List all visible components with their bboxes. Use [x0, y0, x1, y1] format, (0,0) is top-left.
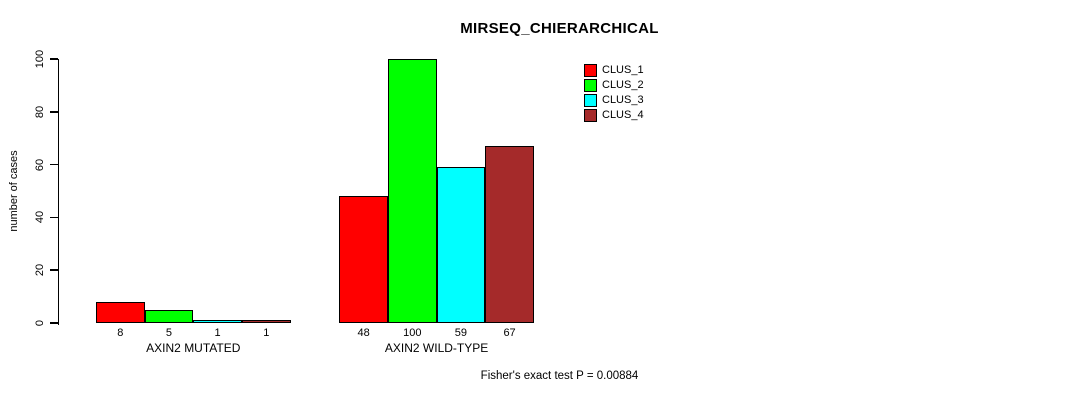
y-tick-label: 80 [34, 105, 46, 118]
y-axis-line [57, 59, 59, 325]
y-tick-label: 20 [34, 264, 46, 277]
category-label: AXIN2 WILD-TYPE [384, 341, 489, 355]
bar-value-label: 1 [263, 327, 270, 339]
legend-swatch-icon [584, 64, 597, 77]
y-tick-label: 100 [34, 49, 46, 69]
bar-clus_3-2 [436, 167, 486, 323]
bar-value-label: 100 [403, 327, 422, 339]
legend-item-clus_2: CLUS_2 [584, 79, 644, 92]
bar-clus_2-2 [387, 59, 437, 323]
legend-item-clus_1: CLUS_1 [584, 64, 644, 77]
y-tick [49, 58, 58, 60]
bar-value-label: 67 [503, 327, 516, 339]
y-tick [49, 322, 58, 324]
legend-label: CLUS_3 [602, 94, 644, 106]
category-label: AXIN2 MUTATED [146, 341, 241, 355]
bar-value-label: 8 [117, 327, 124, 339]
bar-value-label: 5 [165, 327, 173, 339]
y-tick-label: 60 [34, 158, 46, 171]
y-tick-label: 0 [34, 319, 46, 327]
y-tick [49, 111, 58, 113]
y-tick-label: 40 [34, 211, 46, 224]
legend: CLUS_1 CLUS_2 CLUS_3 CLUS_4 [584, 64, 644, 122]
bar-value-label: 48 [357, 327, 370, 339]
bar-clus_1-1 [96, 301, 145, 323]
bar-clus_3-1 [193, 320, 242, 323]
y-tick [49, 163, 58, 166]
y-tick [49, 216, 58, 219]
legend-item-clus_4: CLUS_4 [584, 109, 644, 122]
legend-item-clus_3: CLUS_3 [584, 94, 644, 107]
bar-value-label: 1 [214, 327, 221, 339]
bar-clus_4-2 [485, 146, 534, 323]
legend-swatch-icon [584, 79, 597, 92]
bar-clus_2-1 [144, 309, 194, 323]
legend-label: CLUS_2 [602, 79, 644, 91]
legend-label: CLUS_1 [602, 64, 644, 76]
legend-label: CLUS_4 [602, 109, 644, 121]
chart-title: MIRSEQ_CHIERARCHICAL [460, 20, 659, 37]
bar-clus_1-2 [339, 196, 388, 323]
bar-value-label: 59 [454, 327, 468, 339]
legend-swatch-icon [584, 94, 597, 107]
y-tick [49, 269, 58, 271]
bar-clus_4-1 [241, 320, 291, 323]
legend-swatch-icon [584, 109, 597, 122]
annotation-fisher-test: Fisher's exact test P = 0.00884 [480, 370, 639, 382]
